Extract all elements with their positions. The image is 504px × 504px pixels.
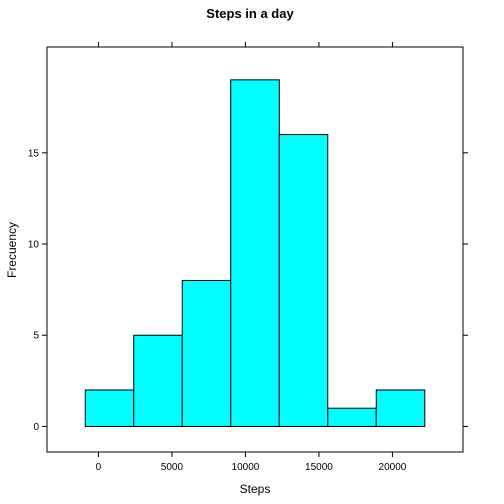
y-axis-label: Frecuency bbox=[5, 222, 19, 278]
y-tick-label: 0 bbox=[33, 422, 39, 433]
histogram-bar bbox=[181, 280, 232, 427]
x-axis-label: Steps bbox=[240, 482, 271, 496]
x-tick-label: 15000 bbox=[305, 462, 333, 473]
histogram-bar bbox=[278, 134, 329, 427]
x-tick-label: 0 bbox=[96, 462, 102, 473]
plot-frame bbox=[46, 46, 464, 453]
y-tick-label: 10 bbox=[28, 240, 40, 251]
x-tick-label: 10000 bbox=[232, 462, 260, 473]
chart-title: Steps in a day bbox=[206, 6, 294, 21]
histogram-bar bbox=[84, 389, 135, 427]
histogram-bar bbox=[375, 389, 426, 427]
bars-group bbox=[84, 79, 426, 427]
y-tick-label: 15 bbox=[28, 148, 40, 159]
y-tick-label: 5 bbox=[33, 331, 39, 342]
histogram-bar bbox=[133, 334, 183, 427]
histogram-bar bbox=[327, 407, 377, 427]
histogram-bar bbox=[230, 79, 280, 427]
x-tick-label: 5000 bbox=[161, 462, 184, 473]
y-axis-ticks: 0 5 10 15 bbox=[28, 148, 468, 433]
x-axis-ticks: 0 5000 10000 15000 20000 bbox=[96, 42, 407, 473]
x-tick-label: 20000 bbox=[379, 462, 407, 473]
